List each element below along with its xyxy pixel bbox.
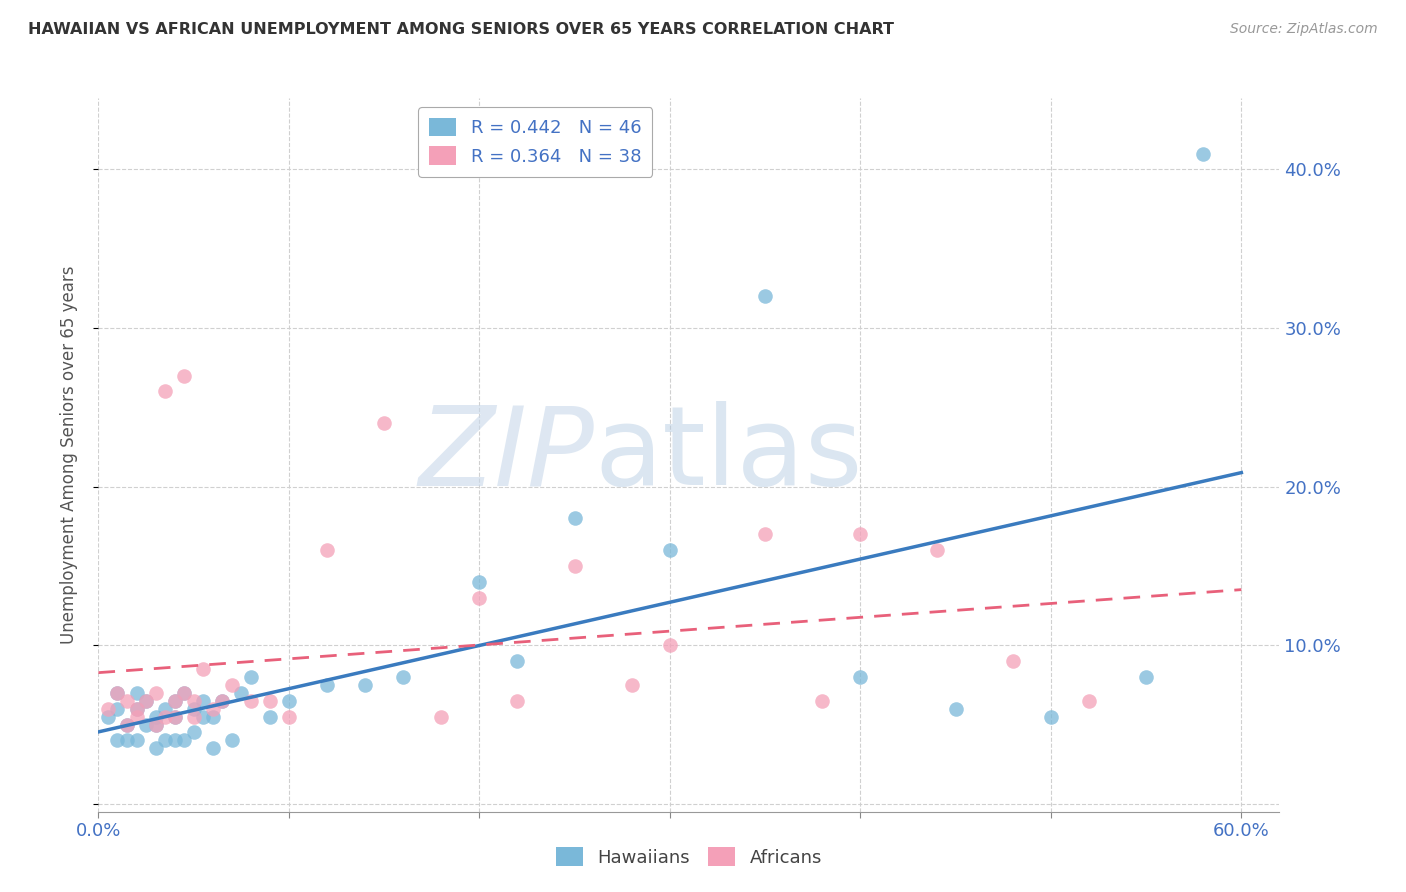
Point bbox=[107, 701, 129, 715]
Point bbox=[153, 384, 176, 399]
Point bbox=[316, 543, 339, 558]
Point bbox=[658, 543, 681, 558]
Text: HAWAIIAN VS AFRICAN UNEMPLOYMENT AMONG SENIORS OVER 65 YEARS CORRELATION CHART: HAWAIIAN VS AFRICAN UNEMPLOYMENT AMONG S… bbox=[28, 22, 894, 37]
Point bbox=[468, 574, 491, 589]
Point bbox=[925, 543, 948, 558]
Point bbox=[115, 694, 138, 708]
Point bbox=[1039, 709, 1062, 723]
Point bbox=[125, 709, 148, 723]
Point bbox=[211, 694, 233, 708]
Point bbox=[193, 709, 215, 723]
Point bbox=[259, 694, 281, 708]
Point bbox=[173, 368, 195, 383]
Point bbox=[373, 416, 395, 430]
Point bbox=[277, 694, 299, 708]
Text: atlas: atlas bbox=[595, 401, 863, 508]
Point bbox=[183, 694, 205, 708]
Point bbox=[163, 709, 186, 723]
Point bbox=[221, 678, 243, 692]
Point bbox=[153, 733, 176, 747]
Point bbox=[135, 717, 157, 731]
Point bbox=[239, 670, 262, 684]
Point bbox=[135, 694, 157, 708]
Legend: Hawaiians, Africans: Hawaiians, Africans bbox=[548, 840, 830, 874]
Point bbox=[430, 709, 453, 723]
Point bbox=[97, 701, 120, 715]
Point bbox=[945, 701, 967, 715]
Point bbox=[97, 709, 120, 723]
Point bbox=[620, 678, 643, 692]
Point bbox=[1078, 694, 1101, 708]
Point bbox=[163, 694, 186, 708]
Point bbox=[354, 678, 377, 692]
Y-axis label: Unemployment Among Seniors over 65 years: Unemployment Among Seniors over 65 years bbox=[59, 266, 77, 644]
Point bbox=[1001, 654, 1024, 668]
Point bbox=[564, 511, 586, 525]
Point bbox=[163, 694, 186, 708]
Point bbox=[849, 670, 872, 684]
Point bbox=[277, 709, 299, 723]
Point bbox=[468, 591, 491, 605]
Point bbox=[211, 694, 233, 708]
Text: Source: ZipAtlas.com: Source: ZipAtlas.com bbox=[1230, 22, 1378, 37]
Point bbox=[392, 670, 415, 684]
Point bbox=[183, 725, 205, 739]
Point bbox=[125, 701, 148, 715]
Point bbox=[173, 733, 195, 747]
Point bbox=[145, 741, 167, 756]
Point bbox=[125, 701, 148, 715]
Point bbox=[193, 662, 215, 676]
Point bbox=[506, 654, 529, 668]
Point bbox=[658, 638, 681, 652]
Point bbox=[183, 709, 205, 723]
Point bbox=[115, 733, 138, 747]
Point bbox=[1192, 146, 1215, 161]
Point bbox=[849, 527, 872, 541]
Point bbox=[201, 701, 224, 715]
Point bbox=[754, 527, 776, 541]
Point bbox=[145, 686, 167, 700]
Point bbox=[173, 686, 195, 700]
Point bbox=[811, 694, 834, 708]
Point bbox=[125, 733, 148, 747]
Text: ZIP: ZIP bbox=[419, 401, 595, 508]
Point bbox=[239, 694, 262, 708]
Point bbox=[754, 289, 776, 303]
Point bbox=[173, 686, 195, 700]
Point bbox=[107, 733, 129, 747]
Point bbox=[107, 686, 129, 700]
Point bbox=[115, 717, 138, 731]
Point bbox=[506, 694, 529, 708]
Point bbox=[183, 701, 205, 715]
Point bbox=[135, 694, 157, 708]
Point bbox=[115, 717, 138, 731]
Point bbox=[145, 717, 167, 731]
Point bbox=[316, 678, 339, 692]
Point bbox=[193, 694, 215, 708]
Point bbox=[153, 701, 176, 715]
Point bbox=[201, 741, 224, 756]
Point bbox=[153, 709, 176, 723]
Point bbox=[145, 717, 167, 731]
Point bbox=[163, 709, 186, 723]
Point bbox=[125, 686, 148, 700]
Point bbox=[231, 686, 253, 700]
Point bbox=[1135, 670, 1157, 684]
Point bbox=[221, 733, 243, 747]
Point bbox=[564, 558, 586, 573]
Point bbox=[259, 709, 281, 723]
Point bbox=[201, 709, 224, 723]
Point bbox=[145, 709, 167, 723]
Point bbox=[107, 686, 129, 700]
Point bbox=[163, 733, 186, 747]
